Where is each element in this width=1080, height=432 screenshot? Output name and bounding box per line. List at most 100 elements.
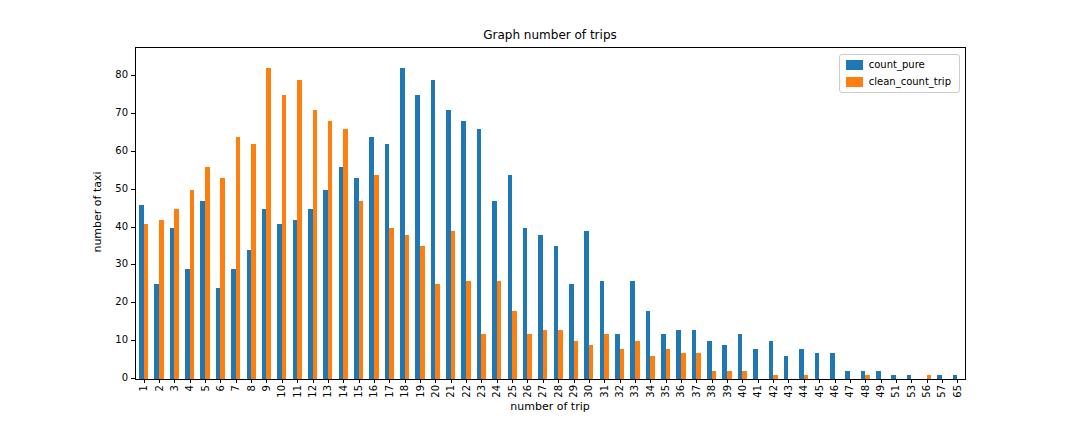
bar-clean_count_trip-25 [512, 311, 517, 379]
x-tick [451, 379, 452, 383]
x-tick [681, 379, 682, 383]
y-tick-label: 80 [98, 69, 128, 81]
legend-label: clean_count_trip [869, 76, 951, 88]
bar-clean_count_trip-38 [712, 371, 717, 379]
x-tick-label: 19 [415, 385, 426, 398]
x-tick-label: 43 [783, 385, 794, 398]
x-tick-label: 32 [614, 385, 625, 398]
x-tick [942, 379, 943, 383]
x-tick [236, 379, 237, 383]
y-tick-label: 70 [98, 107, 128, 119]
y-tick-label: 0 [98, 372, 128, 384]
x-tick [435, 379, 436, 383]
x-tick-label: 5 [200, 385, 211, 391]
x-tick [174, 379, 175, 383]
x-tick [881, 379, 882, 383]
y-tick [131, 378, 135, 379]
y-tick [131, 151, 135, 152]
x-tick [650, 379, 651, 383]
x-tick-label: 30 [583, 385, 594, 398]
x-tick [420, 379, 421, 383]
x-tick-label: 41 [752, 385, 763, 398]
bar-count_pure-41 [753, 349, 758, 379]
x-tick-label: 37 [691, 385, 702, 398]
x-tick [328, 379, 329, 383]
bar-clean_count_trip-16 [374, 175, 379, 380]
y-tick-label: 10 [98, 334, 128, 346]
x-tick-label: 42 [768, 385, 779, 398]
bar-clean_count_trip-22 [466, 281, 471, 379]
x-tick [497, 379, 498, 383]
y-axis-label: number of taxi [91, 171, 104, 252]
x-tick-label: 36 [675, 385, 686, 398]
bar-clean_count_trip-17 [389, 228, 394, 379]
x-tick-label: 48 [860, 385, 871, 398]
x-tick [543, 379, 544, 383]
x-tick [205, 379, 206, 383]
bar-clean_count_trip-23 [481, 334, 486, 379]
bar-count_pure-45 [815, 353, 820, 380]
y-tick [131, 189, 135, 190]
x-tick [696, 379, 697, 383]
x-tick-label: 39 [722, 385, 733, 398]
x-tick [911, 379, 912, 383]
x-tick [343, 379, 344, 383]
bar-count_pure-43 [784, 356, 789, 379]
bar-clean_count_trip-5 [205, 167, 210, 379]
x-tick [251, 379, 252, 383]
bar-count_pure-47 [845, 371, 850, 379]
x-tick [788, 379, 789, 383]
x-tick-label: 35 [660, 385, 671, 398]
x-tick [773, 379, 774, 383]
x-tick [159, 379, 160, 383]
x-tick [850, 379, 851, 383]
x-tick [190, 379, 191, 383]
x-tick-label: 6 [215, 385, 226, 391]
x-tick [374, 379, 375, 383]
x-tick [466, 379, 467, 383]
x-tick-label: 18 [399, 385, 410, 398]
x-tick [405, 379, 406, 383]
x-tick [957, 379, 958, 383]
bar-clean_count_trip-3 [174, 209, 179, 379]
x-tick [313, 379, 314, 383]
x-tick [359, 379, 360, 383]
legend-label: count_pure [869, 59, 925, 71]
x-tick-label: 47 [844, 385, 855, 398]
y-tick-label: 30 [98, 258, 128, 270]
x-tick-label: 16 [368, 385, 379, 398]
x-tick-label: 23 [476, 385, 487, 398]
x-tick-label: 29 [568, 385, 579, 398]
bar-clean_count_trip-12 [313, 110, 318, 379]
x-tick [865, 379, 866, 383]
x-tick-label: 44 [798, 385, 809, 398]
x-tick-label: 12 [307, 385, 318, 398]
x-tick-label: 46 [829, 385, 840, 398]
legend: count_pure clean_count_trip [839, 54, 960, 93]
x-tick-label: 25 [507, 385, 518, 398]
x-tick-label: 53 [906, 385, 917, 398]
x-tick-label: 10 [276, 385, 287, 398]
x-tick [297, 379, 298, 383]
figure: Graph number of trips 123456789101112131… [0, 0, 1080, 432]
x-tick-label: 21 [445, 385, 456, 398]
bar-clean_count_trip-34 [650, 356, 655, 379]
x-tick-label: 24 [491, 385, 502, 398]
bar-clean_count_trip-26 [527, 334, 532, 379]
x-tick [835, 379, 836, 383]
bar-clean_count_trip-32 [620, 349, 625, 379]
x-tick [819, 379, 820, 383]
y-tick [131, 227, 135, 228]
x-tick [927, 379, 928, 383]
bar-clean_count_trip-36 [681, 353, 686, 380]
legend-swatch-icon [846, 77, 863, 87]
y-tick [131, 264, 135, 265]
x-tick [712, 379, 713, 383]
y-tick-label: 20 [98, 296, 128, 308]
bar-clean_count_trip-4 [190, 190, 195, 379]
bar-clean_count_trip-29 [574, 341, 579, 379]
x-tick-label: 65 [952, 385, 963, 398]
x-tick [758, 379, 759, 383]
bar-clean_count_trip-24 [497, 281, 502, 379]
bar-clean_count_trip-6 [220, 178, 225, 379]
